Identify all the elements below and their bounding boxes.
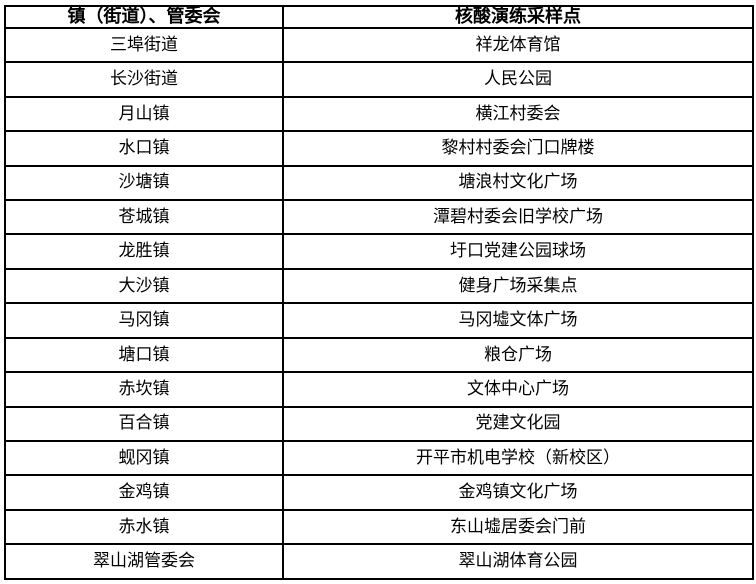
site-cell: 粮仓广场 (282, 336, 754, 374)
table-row: 苍城镇 潭碧村委会旧学校广场 (4, 198, 754, 236)
town-cell: 三埠街道 (4, 26, 284, 64)
table-row: 水口镇 黎村村委会门口牌楼 (4, 130, 754, 167)
site-cell: 翠山湖体育公园 (282, 543, 754, 580)
table-row: 大沙镇 健身广场采集点 (4, 267, 754, 305)
site-cell: 横江村委会 (282, 95, 754, 133)
site-cell: 人民公园 (282, 61, 754, 98)
town-cell: 长沙街道 (4, 61, 284, 98)
site-cell: 塘浪村文化广场 (282, 164, 754, 201)
table-row: 赤水镇 东山墟居委会门前 (4, 508, 754, 546)
town-cell: 苍城镇 (4, 198, 284, 236)
column-header-town: 镇（街道）、管委会 (4, 5, 284, 29)
table-row: 蚬冈镇 开平市机电学校（新校区） (4, 440, 754, 477)
table-row: 月山镇 横江村委会 (4, 95, 754, 133)
sampling-points-table: 镇（街道）、管委会 核酸演练采样点 三埠街道 祥龙体育馆 长沙街道 人民公园 月… (4, 5, 754, 580)
town-cell: 赤水镇 (4, 508, 284, 546)
site-cell: 黎村村委会门口牌楼 (282, 130, 754, 167)
table-row: 马冈镇 马冈墟文体广场 (4, 302, 754, 339)
town-cell: 蚬冈镇 (4, 440, 284, 477)
table-row: 赤坎镇 文体中心广场 (4, 371, 754, 408)
site-cell: 潭碧村委会旧学校广场 (282, 198, 754, 236)
town-cell: 百合镇 (4, 405, 284, 443)
table-row: 翠山湖管委会 翠山湖体育公园 (4, 543, 754, 580)
table-row: 沙塘镇 塘浪村文化广场 (4, 164, 754, 201)
town-cell: 水口镇 (4, 130, 284, 167)
site-cell: 东山墟居委会门前 (282, 508, 754, 546)
town-cell: 沙塘镇 (4, 164, 284, 201)
town-cell: 龙胜镇 (4, 233, 284, 270)
table-row: 龙胜镇 圩口党建公园球场 (4, 233, 754, 270)
site-cell: 金鸡镇文化广场 (282, 474, 754, 511)
site-cell: 祥龙体育馆 (282, 26, 754, 64)
table-row: 金鸡镇 金鸡镇文化广场 (4, 474, 754, 511)
town-cell: 马冈镇 (4, 302, 284, 339)
site-cell: 圩口党建公园球场 (282, 233, 754, 270)
table-row: 塘口镇 粮仓广场 (4, 336, 754, 374)
town-cell: 翠山湖管委会 (4, 543, 284, 580)
site-cell: 马冈墟文体广场 (282, 302, 754, 339)
table-row: 长沙街道 人民公园 (4, 61, 754, 98)
town-cell: 赤坎镇 (4, 371, 284, 408)
town-cell: 月山镇 (4, 95, 284, 133)
site-cell: 党建文化园 (282, 405, 754, 443)
town-cell: 大沙镇 (4, 267, 284, 305)
town-cell: 金鸡镇 (4, 474, 284, 511)
site-cell: 文体中心广场 (282, 371, 754, 408)
column-header-sampling-site: 核酸演练采样点 (282, 5, 754, 29)
table-row: 三埠街道 祥龙体育馆 (4, 26, 754, 64)
table-header-row: 镇（街道）、管委会 核酸演练采样点 (4, 5, 754, 29)
table-row: 百合镇 党建文化园 (4, 405, 754, 443)
site-cell: 健身广场采集点 (282, 267, 754, 305)
town-cell: 塘口镇 (4, 336, 284, 374)
site-cell: 开平市机电学校（新校区） (282, 440, 754, 477)
